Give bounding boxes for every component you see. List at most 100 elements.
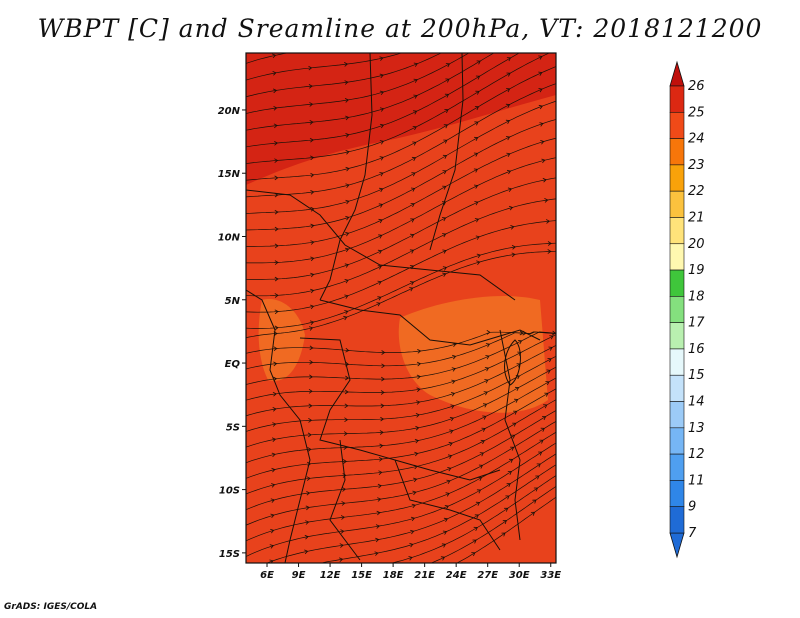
streamline — [246, 177, 556, 280]
streamline-arrow — [410, 233, 415, 238]
lat-tick-label: EQ — [225, 359, 241, 370]
streamline-arrow — [308, 48, 311, 52]
streamline-arrow — [268, 606, 272, 610]
streamline-arrow — [441, 201, 447, 206]
colorbar-label: 15 — [688, 368, 705, 383]
streamline-arrow — [379, 443, 384, 449]
lon-tick-label: 30E — [509, 570, 530, 581]
streamline-arrow — [378, 456, 383, 462]
streamline-arrow — [446, 48, 450, 52]
streamline-arrow — [475, 235, 480, 240]
longitude-axis: 6E 9E 12E 15E 18E 21E 24E 27E 30E 33E — [260, 563, 561, 581]
streamline-arrow — [309, 359, 314, 365]
streamline-arrow — [380, 416, 385, 422]
streamline-arrow — [510, 446, 515, 451]
streamline-arrow — [477, 476, 483, 481]
streamline-arrow — [272, 391, 277, 397]
country-borders — [246, 53, 541, 563]
streamline-arrow — [446, 479, 451, 485]
border-line — [319, 299, 541, 346]
streamline-arrow — [410, 529, 415, 535]
streamline-arrow — [375, 524, 381, 529]
streamline-arrow — [411, 503, 416, 509]
streamline-arrow — [410, 187, 416, 192]
streamline-arrow — [474, 121, 479, 126]
streamline-arrow — [409, 542, 414, 548]
colorbar-label: 24 — [688, 132, 705, 147]
streamline-arrow — [443, 517, 449, 523]
streamline-arrow — [505, 119, 511, 124]
colorbar-label: 23 — [688, 158, 705, 173]
streamline-arrow — [273, 105, 278, 111]
streamline — [246, 157, 556, 264]
colorbar-segment — [669, 427, 685, 455]
streamline-arrow — [533, 487, 539, 492]
streamline-arrow — [409, 249, 415, 254]
streamline-arrow — [381, 363, 386, 369]
colorbar-segment — [669, 243, 685, 271]
streamline — [266, 453, 556, 563]
streamline-arrow — [310, 240, 315, 245]
streamline-arrow — [538, 88, 543, 93]
streamline-arrow — [506, 72, 511, 77]
streamline-arrow — [344, 62, 349, 67]
streamline-arrow — [415, 413, 420, 418]
streamline-arrow — [377, 483, 382, 489]
streamline-arrow — [513, 410, 518, 415]
streamline-arrow — [343, 315, 348, 321]
streamline-arrow — [408, 556, 413, 561]
streamline-arrow — [274, 309, 279, 315]
colorbar-segment — [669, 111, 685, 139]
streamline-arrow — [483, 391, 488, 396]
streamline-arrow — [414, 438, 420, 444]
streamline-arrow — [308, 418, 313, 423]
colorbar-label: 16 — [688, 342, 705, 357]
colorbar-segment — [669, 296, 685, 323]
streamline-arrow — [485, 343, 491, 348]
streamline-arrow — [509, 0, 513, 1]
streamline-arrow — [310, 172, 315, 178]
streamline-arrow — [411, 172, 416, 177]
streamline-arrow — [377, 296, 382, 301]
streamline-arrow — [452, 342, 457, 348]
streamline-arrow — [532, 499, 537, 504]
streamline-arrow — [516, 363, 521, 368]
streamline-arrow — [345, 166, 350, 172]
streamline-arrow — [409, 281, 415, 286]
streamline-arrow — [307, 461, 312, 467]
streamline-arrow — [379, 39, 382, 43]
streamline-arrow — [272, 88, 278, 94]
streamline — [430, 485, 556, 563]
streamline-arrow — [344, 403, 349, 409]
streamline-arrow — [508, 42, 512, 46]
streamline-arrow — [540, 427, 545, 432]
streamline-arrow — [377, 249, 383, 255]
streamline-arrow — [547, 249, 552, 254]
streamline-arrow — [443, 139, 448, 144]
streamline-arrow — [447, 467, 452, 472]
wbpt-warm-patch — [398, 296, 548, 413]
streamline-arrow — [535, 475, 540, 480]
streamline-arrow — [338, 586, 341, 590]
wbpt-field — [246, 53, 556, 563]
streamline-arrow — [416, 400, 421, 405]
streamline-arrow — [344, 80, 349, 85]
streamline-arrow — [442, 530, 448, 535]
streamline-arrow — [379, 140, 385, 145]
streamline-arrow — [449, 429, 454, 434]
streamline-arrow — [310, 256, 315, 262]
streamline-arrow — [506, 483, 511, 488]
streamline-arrow — [380, 390, 385, 395]
streamline-arrow — [409, 287, 414, 292]
streamline-arrow — [269, 591, 273, 595]
streamline-arrow — [538, 55, 543, 60]
streamline-arrow — [546, 369, 551, 374]
streamline — [246, 242, 556, 329]
lon-tick-label: 33E — [540, 570, 561, 581]
streamline-arrow — [443, 124, 449, 129]
border-line — [319, 53, 373, 301]
streamline-arrow — [271, 53, 277, 59]
streamline-arrow — [447, 17, 451, 21]
streamline-arrow — [379, 430, 384, 435]
